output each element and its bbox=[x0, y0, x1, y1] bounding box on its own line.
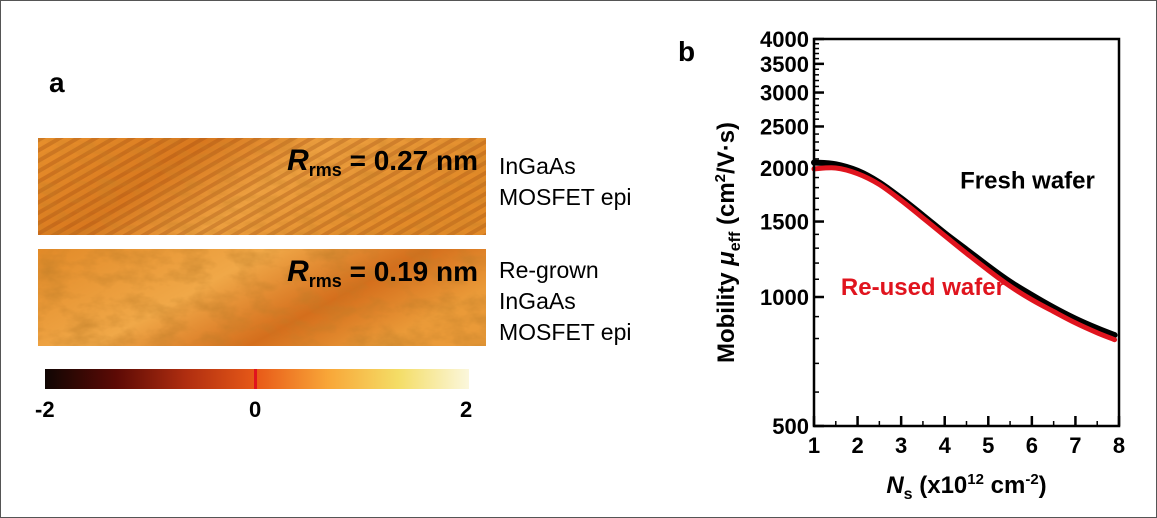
y-tick-label: 1000 bbox=[760, 285, 809, 310]
colorbar-tick: 0 bbox=[249, 397, 262, 422]
y-tick-label: 500 bbox=[772, 414, 809, 439]
x-tick-label: 8 bbox=[1113, 433, 1125, 458]
plot-frame bbox=[812, 37, 1121, 428]
caption-line: MOSFET epi bbox=[499, 184, 632, 210]
colorbar-tick: 2 bbox=[460, 397, 473, 422]
y-axis-label: Mobility μeff (cm2/V·s) bbox=[712, 122, 744, 363]
caption-line: InGaAs bbox=[499, 153, 576, 179]
caption-regrown: Re-grown InGaAs MOSFET epi bbox=[499, 255, 632, 348]
caption-line: InGaAs bbox=[499, 288, 576, 314]
series-annotation-reused: Re-used wafer bbox=[841, 274, 1005, 301]
panel-b-label: b bbox=[678, 36, 695, 67]
x-tick-label: 6 bbox=[1026, 433, 1038, 458]
caption-line: Re-grown bbox=[499, 257, 599, 283]
y-tick-label: 2500 bbox=[760, 114, 809, 139]
rms-label-fresh: Rrms = 0.27 nm bbox=[287, 144, 478, 180]
series-annotation-fresh: Fresh wafer bbox=[960, 168, 1095, 195]
colorbar bbox=[45, 369, 469, 389]
y-tick-label: 3000 bbox=[760, 81, 809, 106]
y-tick-label: 1500 bbox=[760, 210, 809, 235]
series-line-reused bbox=[811, 165, 1118, 343]
x-tick-label: 2 bbox=[851, 433, 863, 458]
y-tick-label: 3500 bbox=[760, 52, 809, 77]
caption-line: MOSFET epi bbox=[499, 319, 632, 345]
panel-a-label: a bbox=[49, 67, 65, 98]
afm-image-regrown: Rrms = 0.19 nm bbox=[38, 249, 486, 346]
afm-image-fresh: Rrms = 0.27 nm bbox=[38, 138, 486, 235]
caption-fresh: InGaAs MOSFET epi bbox=[499, 151, 632, 213]
x-tick-label: 4 bbox=[939, 433, 952, 458]
afm-texture-fresh bbox=[38, 138, 486, 235]
afm-texture-regrown bbox=[38, 249, 486, 346]
x-axis-label: Ns (x1012 cm-2) bbox=[886, 471, 1046, 503]
y-tick-label: 4000 bbox=[760, 27, 809, 52]
x-tick-label: 5 bbox=[982, 433, 994, 458]
colorbar-zero-marker bbox=[254, 369, 257, 389]
colorbar-gradient bbox=[45, 369, 469, 389]
x-tick-label: 3 bbox=[895, 433, 907, 458]
rms-label-regrown: Rrms = 0.19 nm bbox=[287, 255, 478, 291]
x-tick-label: 1 bbox=[808, 433, 820, 458]
x-tick-label: 7 bbox=[1069, 433, 1081, 458]
colorbar-tick: -2 bbox=[35, 397, 55, 422]
y-tick-label: 2000 bbox=[760, 156, 809, 181]
